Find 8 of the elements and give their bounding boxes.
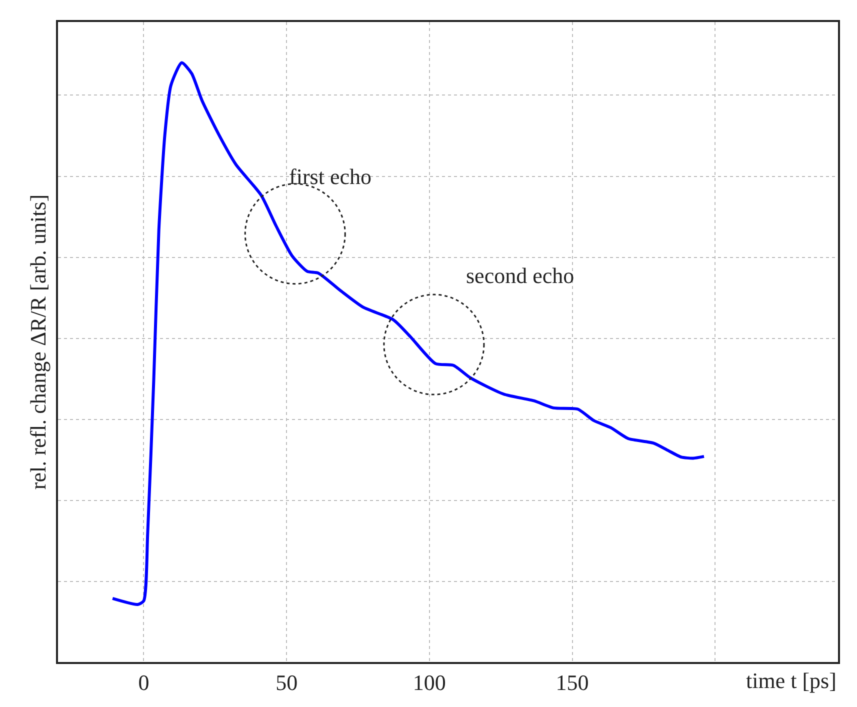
x-axis-title: time t [ps] [746,668,836,693]
annotation: first echo [289,164,372,189]
x-tick-label: 100 [412,670,446,696]
x-tick-label: 50 [276,670,298,696]
y-axis-title: rel. refl. change ΔR/R [arb. units] [26,194,51,490]
annotation: second echo [466,263,574,288]
x-tick-label: 150 [556,670,589,696]
x-tick-label: 0 [138,670,150,696]
